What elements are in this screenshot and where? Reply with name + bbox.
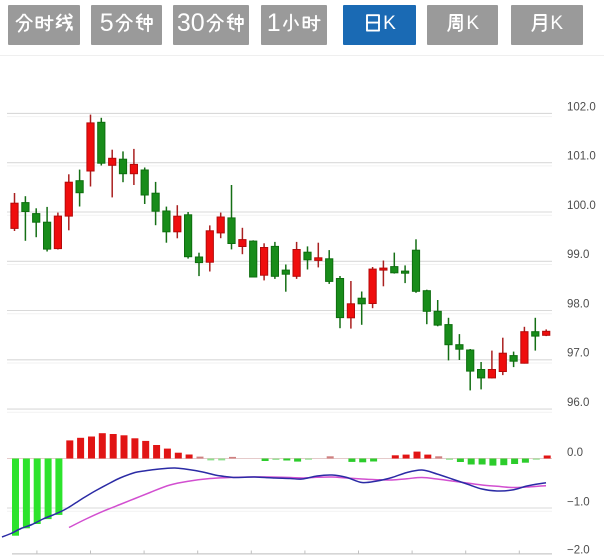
svg-text:−1.0: −1.0 bbox=[567, 496, 590, 508]
svg-text:97.0: 97.0 bbox=[567, 348, 589, 360]
svg-text:98.0: 98.0 bbox=[567, 299, 589, 311]
svg-text:102.0: 102.0 bbox=[567, 101, 596, 113]
svg-text:99.0: 99.0 bbox=[567, 249, 589, 261]
svg-text:96.0: 96.0 bbox=[567, 397, 589, 409]
svg-text:101.0: 101.0 bbox=[567, 151, 596, 163]
svg-text:−2.0: −2.0 bbox=[567, 544, 590, 556]
svg-text:100.0: 100.0 bbox=[567, 200, 596, 212]
svg-text:0.0: 0.0 bbox=[567, 447, 583, 459]
